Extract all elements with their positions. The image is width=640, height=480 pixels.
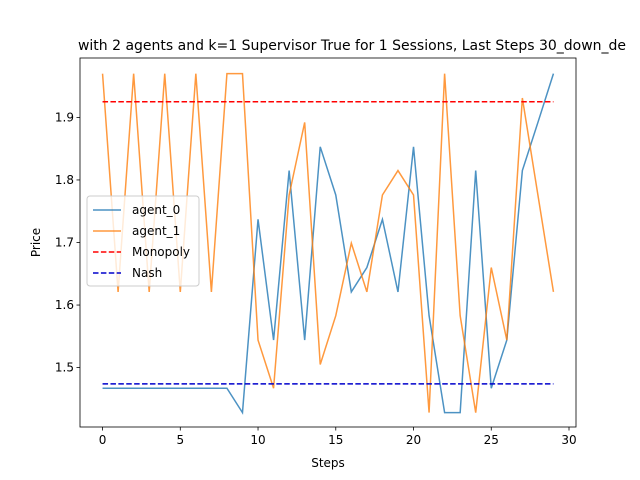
legend: agent_0 agent_1 Monopoly Nash xyxy=(86,195,200,287)
y-tick-label: 1.6 xyxy=(55,298,74,312)
legend-label: Monopoly xyxy=(132,245,190,259)
y-tick-label: 1.9 xyxy=(55,110,74,124)
x-tick-label: 5 xyxy=(176,433,184,447)
x-tick-label: 20 xyxy=(406,433,421,447)
chart-title: with 2 agents and k=1 Supervisor True fo… xyxy=(78,38,626,54)
legend-label: agent_1 xyxy=(132,224,180,238)
x-tick-label: 25 xyxy=(484,433,499,447)
x-tick-label: 30 xyxy=(561,433,576,447)
y-axis: 1.5 1.6 1.7 1.8 1.9 xyxy=(55,110,80,375)
x-tick-label: 0 xyxy=(99,433,107,447)
y-tick-label: 1.7 xyxy=(55,236,74,250)
x-tick-label: 10 xyxy=(250,433,265,447)
legend-box xyxy=(86,195,200,287)
x-tick-label: 15 xyxy=(328,433,343,447)
x-axis-label: Steps xyxy=(311,456,345,470)
legend-label: Nash xyxy=(132,266,162,280)
y-tick-label: 1.8 xyxy=(55,173,74,187)
series-line-agent-0 xyxy=(102,73,555,415)
y-axis-label: Price xyxy=(29,228,43,257)
legend-label: agent_0 xyxy=(132,203,180,217)
y-tick-label: 1.5 xyxy=(55,361,74,375)
x-axis: 0 5 10 15 20 25 30 xyxy=(99,427,577,447)
